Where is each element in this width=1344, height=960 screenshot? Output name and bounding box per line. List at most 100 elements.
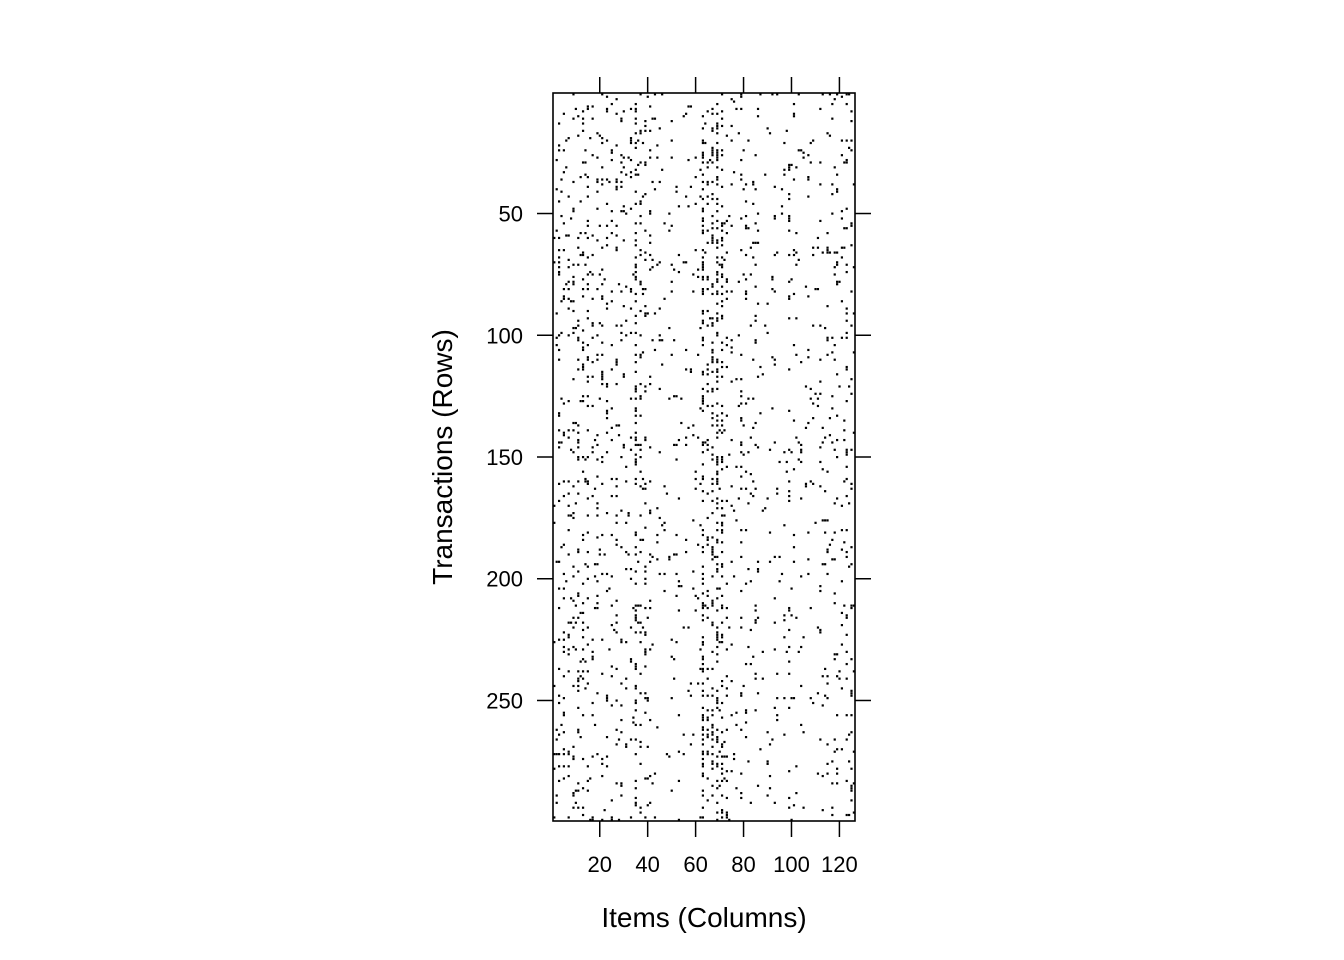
incidence-cell bbox=[759, 748, 762, 751]
incidence-cell bbox=[596, 180, 599, 184]
incidence-cell bbox=[852, 183, 855, 186]
incidence-cell bbox=[740, 95, 743, 98]
incidence-cell bbox=[605, 512, 609, 515]
incidence-cell bbox=[706, 753, 709, 756]
incidence-cell bbox=[632, 716, 635, 719]
incidence-cell bbox=[716, 521, 719, 524]
incidence-cell bbox=[720, 273, 724, 276]
incidence-cell bbox=[634, 344, 637, 347]
x-tick-label: 100 bbox=[773, 852, 810, 877]
incidence-cell bbox=[610, 158, 613, 162]
incidence-cell bbox=[778, 580, 781, 583]
incidence-cell bbox=[821, 809, 824, 812]
incidence-cell bbox=[639, 309, 642, 313]
incidence-cell bbox=[620, 331, 623, 335]
incidence-cell bbox=[644, 648, 647, 651]
incidence-cell bbox=[716, 701, 719, 705]
incidence-cell bbox=[788, 168, 791, 171]
incidence-cell bbox=[720, 811, 724, 814]
y-tick-label: 50 bbox=[499, 202, 523, 227]
incidence-cell bbox=[792, 468, 796, 471]
incidence-cell bbox=[711, 292, 714, 296]
incidence-cell bbox=[634, 604, 637, 607]
incidence-cell bbox=[711, 324, 714, 327]
incidence-cell bbox=[764, 173, 767, 176]
incidence-cell bbox=[697, 543, 700, 546]
incidence-cell bbox=[637, 139, 640, 142]
incidence-cell bbox=[685, 261, 688, 264]
incidence-cell bbox=[720, 779, 724, 783]
incidence-cell bbox=[634, 421, 637, 425]
incidence-cell bbox=[603, 809, 606, 812]
incidence-cell bbox=[557, 261, 561, 264]
incidence-cell bbox=[720, 633, 724, 636]
incidence-cell bbox=[711, 417, 714, 420]
incidence-cell bbox=[634, 662, 637, 666]
incidence-cell bbox=[720, 809, 724, 812]
incidence-cell bbox=[711, 107, 714, 111]
incidence-cell bbox=[812, 417, 815, 420]
incidence-cell bbox=[555, 188, 558, 191]
incidence-cell bbox=[598, 134, 601, 137]
incidence-cell bbox=[716, 626, 719, 629]
incidence-cell bbox=[740, 796, 743, 800]
incidence-cell bbox=[701, 733, 704, 736]
incidence-cell bbox=[740, 465, 743, 468]
incidence-cell bbox=[716, 270, 719, 274]
incidence-cell bbox=[562, 645, 565, 649]
incidence-cell bbox=[852, 750, 855, 753]
incidence-cell bbox=[555, 738, 558, 741]
incidence-cell bbox=[610, 344, 613, 347]
incidence-cell bbox=[716, 653, 719, 656]
incidence-cell bbox=[747, 397, 750, 400]
incidence-cell bbox=[720, 239, 724, 242]
incidence-cell bbox=[730, 438, 733, 442]
incidence-cell bbox=[581, 611, 585, 615]
incidence-cell bbox=[649, 234, 652, 237]
incidence-cell bbox=[850, 606, 853, 610]
incidence-cell bbox=[725, 779, 728, 783]
incidence-cell bbox=[716, 361, 719, 364]
incidence-cell bbox=[586, 309, 589, 313]
incidence-cell bbox=[706, 733, 709, 736]
incidence-cell bbox=[720, 110, 724, 113]
incidence-cell bbox=[593, 723, 597, 727]
incidence-cell bbox=[704, 441, 707, 444]
incidence-cell bbox=[610, 232, 613, 235]
y-tick-label: 100 bbox=[486, 323, 523, 348]
incidence-cell bbox=[792, 253, 796, 257]
incidence-cell bbox=[792, 546, 796, 549]
incidence-cell bbox=[788, 197, 791, 201]
incidence-cell bbox=[596, 606, 599, 610]
incidence-cell bbox=[658, 516, 661, 520]
incidence-cell bbox=[836, 714, 839, 717]
incidence-cell bbox=[581, 400, 585, 403]
incidence-cell bbox=[591, 375, 594, 378]
incidence-cell bbox=[768, 132, 772, 135]
incidence-cell bbox=[562, 650, 565, 653]
incidence-cell bbox=[634, 132, 637, 135]
incidence-cell bbox=[577, 670, 580, 673]
incidence-cell bbox=[639, 740, 642, 744]
incidence-cell bbox=[613, 628, 616, 632]
incidence-cell bbox=[809, 697, 812, 700]
incidence-cell bbox=[677, 580, 681, 583]
incidence-cell bbox=[581, 456, 585, 459]
incidence-cell bbox=[788, 229, 791, 232]
incidence-cell bbox=[584, 232, 587, 235]
incidence-cell bbox=[685, 195, 688, 198]
incidence-cell bbox=[649, 241, 652, 244]
incidence-cell bbox=[744, 200, 748, 203]
incidence-cell bbox=[682, 626, 685, 629]
incidence-cell bbox=[711, 738, 714, 741]
incidence-cell bbox=[629, 139, 633, 142]
incidence-cell bbox=[577, 431, 580, 434]
incidence-cell bbox=[615, 494, 618, 498]
incidence-cell bbox=[740, 402, 743, 405]
incidence-cell bbox=[653, 312, 657, 315]
incidence-cell bbox=[711, 553, 714, 556]
incidence-cell bbox=[809, 387, 812, 391]
incidence-cell bbox=[577, 594, 580, 597]
incidence-cell bbox=[716, 699, 719, 702]
incidence-cell bbox=[615, 743, 618, 746]
